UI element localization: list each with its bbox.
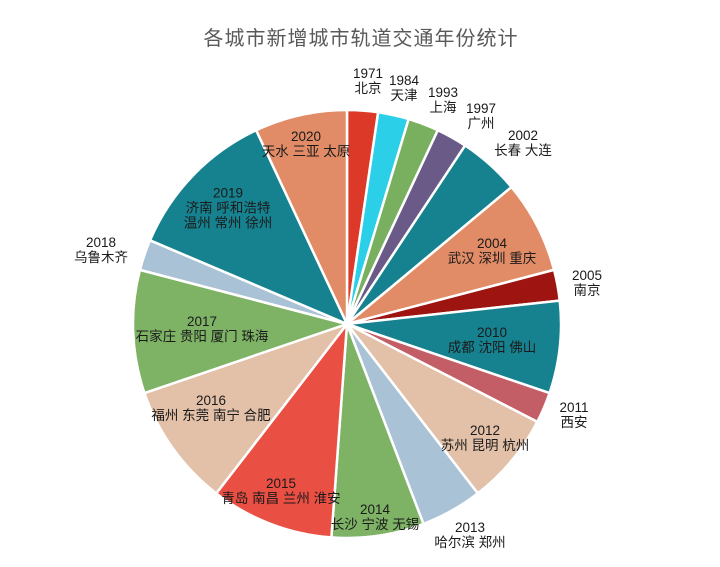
pie-slice-2020[interactable] bbox=[254, 108, 349, 326]
pie-slice-2016[interactable] bbox=[143, 322, 349, 495]
pie-slice-2015[interactable] bbox=[214, 322, 349, 539]
pie-slice-2017[interactable] bbox=[131, 268, 349, 395]
pie-slice-2019[interactable] bbox=[148, 128, 349, 326]
chart-title: 各城市新增城市轨道交通年份统计 bbox=[203, 28, 519, 50]
